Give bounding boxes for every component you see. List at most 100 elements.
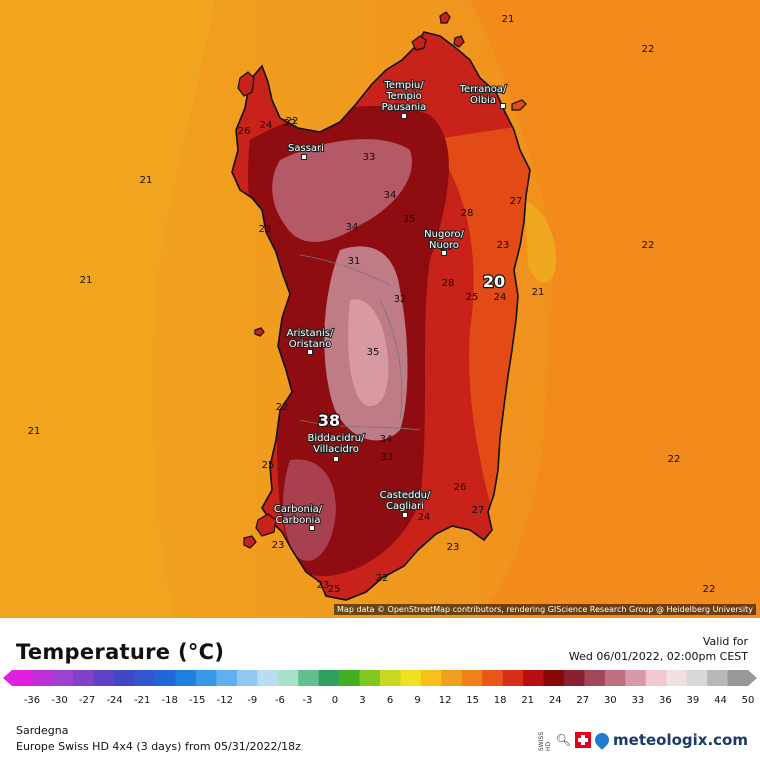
city-label[interactable]: Sassari	[287, 142, 325, 160]
city-marker	[307, 349, 313, 355]
scale-swatch	[441, 670, 463, 686]
maddalena-islet-2	[439, 11, 451, 24]
city-name: Casteddu/	[380, 490, 431, 501]
city-label[interactable]: Aristanis/Oristano	[286, 327, 335, 355]
scale-swatch	[339, 670, 361, 686]
scale-tick-label: 0	[332, 695, 338, 706]
scale-swatch	[257, 670, 279, 686]
scale-swatch	[380, 670, 401, 686]
sea-isotherm-label: 21	[80, 275, 93, 286]
color-scale: -36 -30 -27 -24 -21 -18 -15 -12 -9 -6 -3 0 3 6 9 12 15 18…	[3, 670, 757, 706]
scale-swatch	[420, 670, 442, 686]
city-name: Carbonia/	[274, 504, 323, 515]
city-name: Biddacidru/	[308, 433, 366, 444]
sea-cool-zone	[0, 0, 215, 618]
scale-tick-label: -12	[217, 695, 233, 706]
scale-swatch	[175, 670, 197, 686]
city-name: Tempiu/	[383, 80, 424, 91]
region-name: Sardegna	[16, 724, 69, 737]
land-isotherm-label: 25	[262, 460, 275, 471]
scale-swatch	[604, 670, 626, 686]
city-marker	[402, 512, 408, 518]
scale-swatch	[645, 670, 667, 686]
city-label[interactable]: Biddacidru/Villacidro	[306, 432, 366, 462]
scale-swatch	[482, 670, 504, 686]
scale-swatch	[32, 670, 54, 686]
maddalena-islet-3	[453, 35, 465, 48]
scale-tick-label: 33	[631, 695, 644, 706]
scale-swatch	[52, 670, 74, 686]
scale-tick-label: 6	[387, 695, 393, 706]
legend-title: Temperature (°C)	[16, 640, 225, 664]
tavolara-islet	[511, 99, 527, 111]
land-isotherm-label: 26	[454, 482, 467, 493]
land-isotherm-label: 28	[442, 278, 455, 289]
scale-swatch	[359, 670, 381, 686]
land-isotherm-label: 25	[328, 584, 341, 595]
scale-tick-label: 39	[687, 695, 700, 706]
city-name: Nuoro	[429, 240, 459, 251]
land-isotherm-label: 34	[380, 434, 393, 445]
scale-swatch	[666, 670, 688, 686]
city-name: Nugoro/	[424, 229, 464, 240]
legend-panel	[0, 618, 760, 760]
city-label[interactable]: Terranoa/Olbia	[458, 83, 508, 109]
city-name: Olbia	[470, 95, 496, 106]
scale-tick-label: -3	[302, 695, 312, 706]
city-name: Villacidro	[313, 444, 359, 455]
valid-for-label: Valid for	[702, 635, 748, 648]
sea-isotherm-label: 21	[140, 175, 153, 186]
temperature-map[interactable]: 21 22 22 21 21 22 21 21 22 22 22 26 24 27 28 33 34 35 34 3…	[0, 0, 760, 618]
scale-tick-label: 18	[494, 695, 507, 706]
city-label[interactable]: Nugoro/Nuoro	[423, 228, 466, 256]
scale-swatch	[543, 670, 565, 686]
scale-swatch	[12, 670, 33, 686]
land-isotherm-label: 26	[440, 242, 453, 253]
scale-swatch	[502, 670, 524, 686]
city-name: Aristanis/	[287, 328, 334, 339]
brand-name[interactable]: meteologix.com	[613, 731, 748, 749]
scale-right-arrow	[748, 670, 757, 686]
city-marker	[301, 154, 307, 160]
map-attribution[interactable]: Map data © OpenStreetMap contributors, r…	[334, 604, 756, 615]
scale-swatch	[93, 670, 115, 686]
land-isotherm-label: 34	[346, 222, 359, 233]
scale-swatch	[686, 670, 708, 686]
city-name: Pausania	[382, 102, 427, 113]
city-name: Sassari	[288, 143, 324, 154]
land-isotherm-label: 33	[381, 452, 394, 463]
land-isotherm-label: 22	[276, 402, 289, 413]
scale-swatch	[114, 670, 136, 686]
land-isotherm-label: 35	[367, 347, 380, 358]
sant-antioco-islet	[255, 513, 277, 537]
magnifier-icon[interactable]: 🔍︎	[555, 733, 572, 747]
city-marker	[401, 113, 407, 119]
brand-bar[interactable]: SWISS HD 🔍︎ meteologix.com	[538, 729, 748, 751]
scale-left-arrow	[3, 670, 12, 686]
land-isotherm-label: 34	[384, 190, 397, 201]
land-isotherm-label: 32	[394, 294, 407, 305]
swiss-hd-mark: SWISS HD	[537, 731, 552, 751]
city-name: Carbonia	[276, 515, 321, 526]
land-isotherm-label: 23	[497, 240, 510, 251]
maddalena-islet-1	[411, 35, 427, 51]
scale-swatch	[298, 670, 320, 686]
scale-tick-label: 3	[359, 695, 365, 706]
land-isotherm-label: 26	[238, 126, 251, 137]
city-name: Oristano	[289, 339, 331, 350]
land-isotherm-label: 25	[466, 292, 479, 303]
sea-isotherm-label: 22	[284, 118, 297, 129]
city-label[interactable]: Casteddu/Cagliari	[379, 489, 432, 518]
city-name: Terranoa/	[459, 84, 507, 95]
scale-swatch	[400, 670, 422, 686]
scale-tick-label: -6	[275, 695, 285, 706]
scale-swatch	[727, 670, 749, 686]
sea-isotherm-label: 22	[668, 454, 681, 465]
sea-isotherm-label: 21	[28, 426, 41, 437]
city-label[interactable]: Carbonia/Carbonia	[273, 503, 324, 531]
scale-swatch	[236, 670, 258, 686]
city-marker	[309, 525, 315, 531]
scale-tick-label: 27	[576, 695, 589, 706]
land-isotherm-label: 23	[272, 540, 285, 551]
